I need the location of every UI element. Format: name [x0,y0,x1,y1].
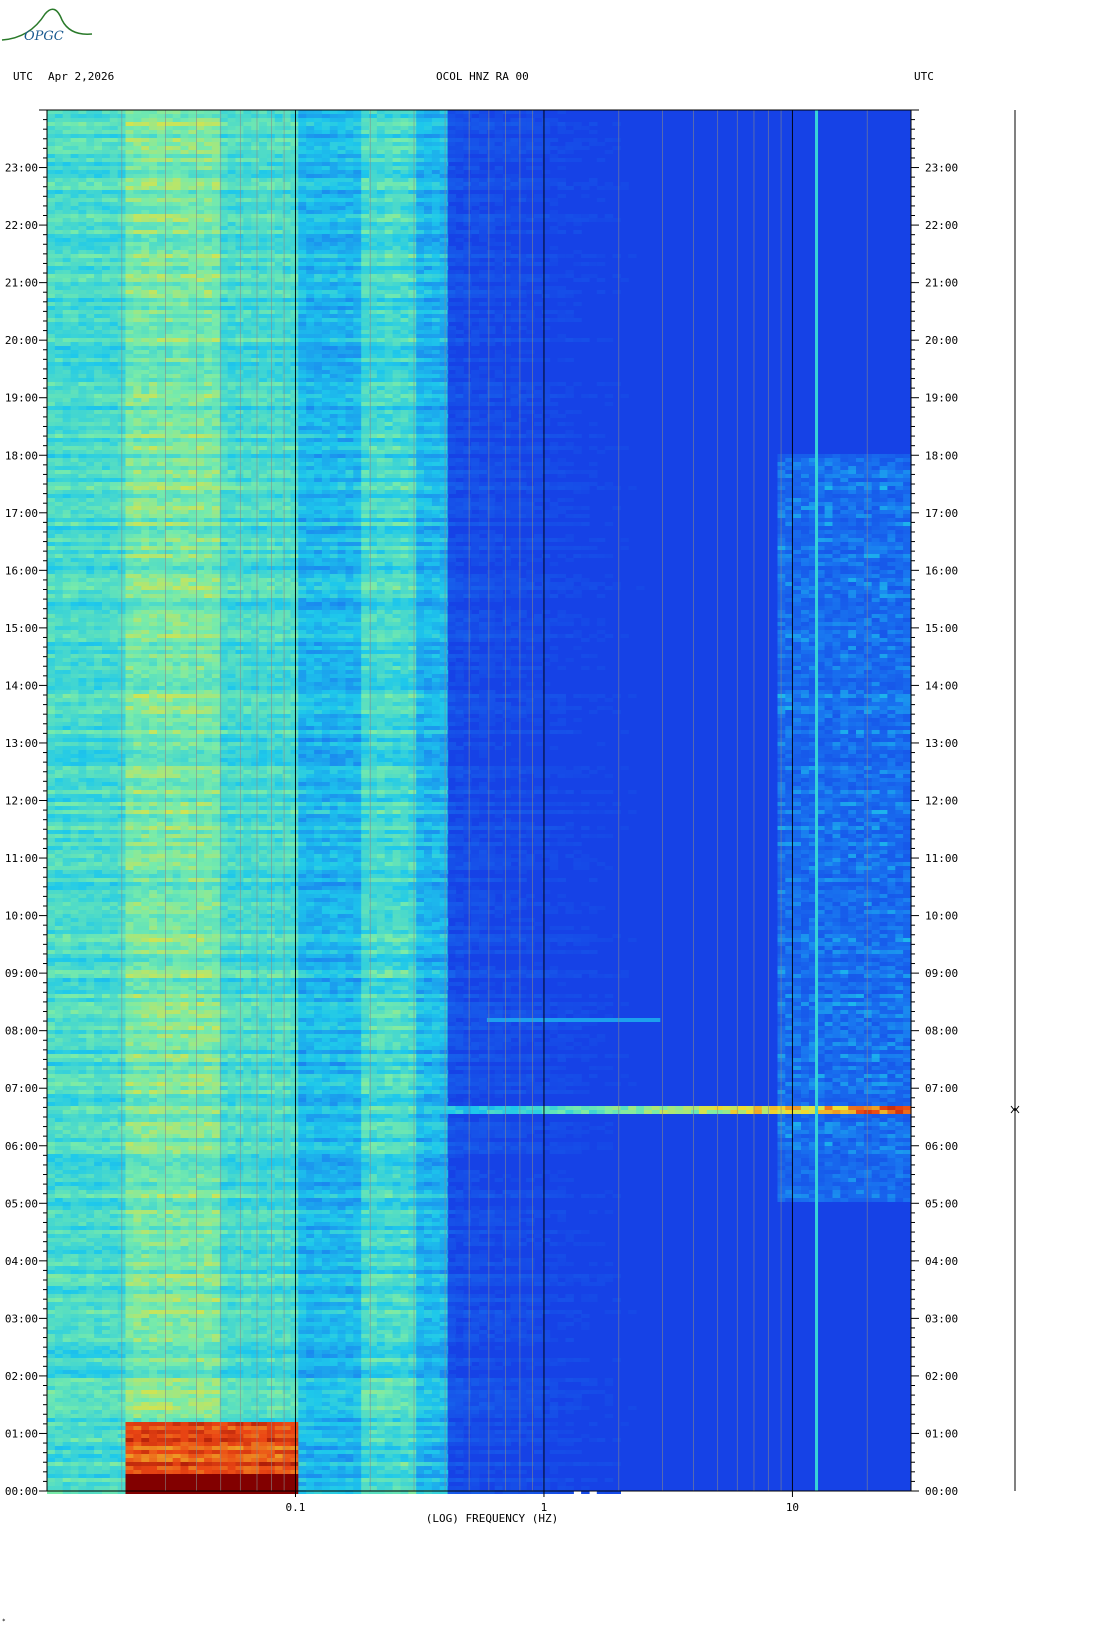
x-axis-label: (LOG) FREQUENCY (HZ) [426,1512,558,1525]
y-tick-label-left: 22:00 [5,219,38,232]
y-tick-label-right: 19:00 [925,392,958,405]
y-tick-label-right: 05:00 [925,1197,958,1210]
y-tick-label-left: 09:00 [5,967,38,980]
y-tick-label-left: 05:00 [5,1197,38,1210]
corner-mark: * [2,1618,6,1625]
y-tick-label-right: 23:00 [925,162,958,175]
y-tick-label-right: 11:00 [925,852,958,865]
y-tick-label-left: 12:00 [5,795,38,808]
y-tick-label-right: 00:00 [925,1485,958,1498]
y-tick-label-left: 10:00 [5,910,38,923]
y-tick-label-left: 11:00 [5,852,38,865]
y-tick-label-right: 08:00 [925,1025,958,1038]
y-tick-label-right: 21:00 [925,277,958,290]
y-tick-label-left: 15:00 [5,622,38,635]
y-tick-label-right: 04:00 [925,1255,958,1268]
y-tick-label-left: 17:00 [5,507,38,520]
y-tick-label-left: 19:00 [5,392,38,405]
y-tick-label-left: 14:00 [5,679,38,692]
y-tick-label-left: 18:00 [5,449,38,462]
y-tick-label-right: 07:00 [925,1082,958,1095]
y-tick-label-left: 04:00 [5,1255,38,1268]
y-tick-label-left: 03:00 [5,1312,38,1325]
y-tick-label-left: 07:00 [5,1082,38,1095]
y-tick-label-right: 09:00 [925,967,958,980]
spectral-line-mark [815,110,818,1491]
y-tick-label-right: 02:00 [925,1370,958,1383]
y-tick-label-right: 12:00 [925,795,958,808]
x-tick-label: 0.1 [286,1501,306,1514]
y-tick-label-left: 06:00 [5,1140,38,1153]
y-tick-label-left: 02:00 [5,1370,38,1383]
x-axis: 0.1 1 10 [286,1491,800,1514]
x-tick-label: 10 [786,1501,799,1514]
y-tick-label-left: 08:00 [5,1025,38,1038]
y-tick-label-left: 23:00 [5,162,38,175]
y-tick-label-right: 16:00 [925,564,958,577]
y-tick-label-right: 01:00 [925,1427,958,1440]
y-tick-label-left: 20:00 [5,334,38,347]
y-tick-label-right: 13:00 [925,737,958,750]
y-tick-label-left: 16:00 [5,564,38,577]
y-tick-label-left: 00:00 [5,1485,38,1498]
y-tick-label-right: 20:00 [925,334,958,347]
y-tick-label-right: 10:00 [925,910,958,923]
y-tick-label-left: 01:00 [5,1427,38,1440]
y-tick-label-right: 17:00 [925,507,958,520]
y-tick-label-left: 13:00 [5,737,38,750]
y-tick-label-right: 22:00 [925,219,958,232]
y-tick-label-right: 18:00 [925,449,958,462]
y-tick-label-right: 06:00 [925,1140,958,1153]
y-tick-label-right: 03:00 [925,1312,958,1325]
y-tick-label-left: 21:00 [5,277,38,290]
spectrogram-cells [47,110,912,1494]
y-tick-label-right: 15:00 [925,622,958,635]
y-tick-label-right: 14:00 [925,679,958,692]
